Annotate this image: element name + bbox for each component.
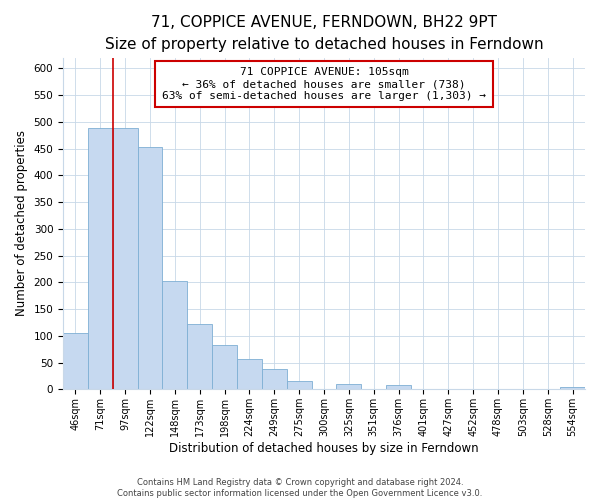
Bar	[287, 382, 311, 390]
Text: Contains HM Land Registry data © Crown copyright and database right 2024.
Contai: Contains HM Land Registry data © Crown c…	[118, 478, 482, 498]
Bar	[212, 346, 237, 390]
Bar	[262, 369, 287, 390]
Bar	[137, 147, 163, 390]
Bar	[63, 333, 88, 390]
Bar	[237, 359, 262, 390]
Title: 71, COPPICE AVENUE, FERNDOWN, BH22 9PT
Size of property relative to detached hou: 71, COPPICE AVENUE, FERNDOWN, BH22 9PT S…	[105, 15, 544, 52]
Bar	[113, 128, 137, 390]
Bar	[88, 128, 113, 390]
Bar	[187, 324, 212, 390]
Bar	[163, 281, 187, 390]
Y-axis label: Number of detached properties: Number of detached properties	[15, 130, 28, 316]
Text: 71 COPPICE AVENUE: 105sqm
← 36% of detached houses are smaller (738)
63% of semi: 71 COPPICE AVENUE: 105sqm ← 36% of detac…	[162, 68, 486, 100]
Bar	[337, 384, 361, 390]
Bar	[386, 385, 411, 390]
Bar	[560, 386, 585, 390]
X-axis label: Distribution of detached houses by size in Ferndown: Distribution of detached houses by size …	[169, 442, 479, 455]
